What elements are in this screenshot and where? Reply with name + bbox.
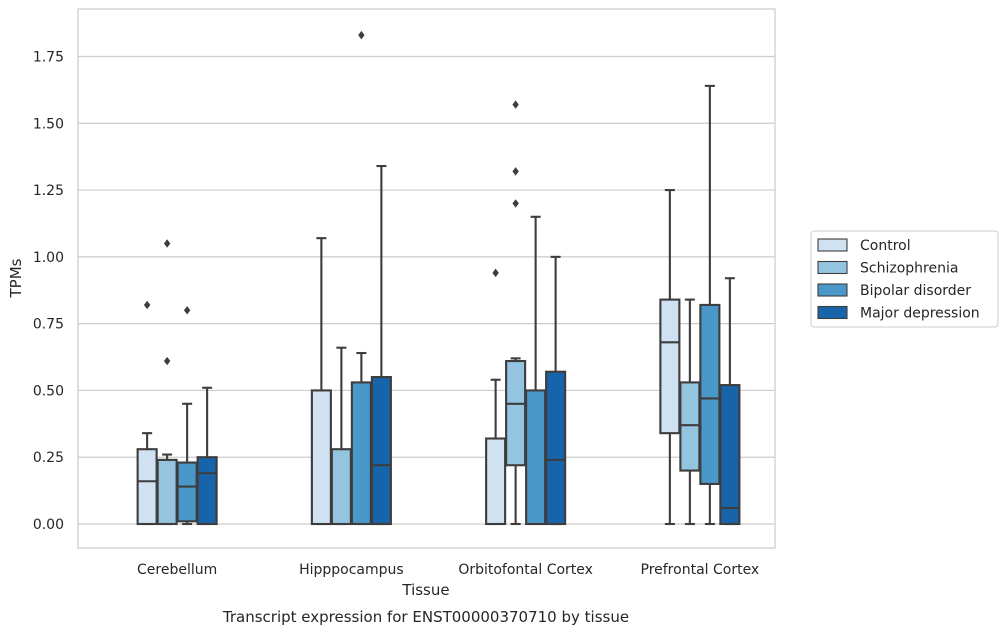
legend-frame bbox=[810, 230, 999, 328]
box bbox=[136, 448, 158, 526]
box-group bbox=[525, 215, 547, 526]
box bbox=[505, 359, 527, 467]
box-group bbox=[505, 100, 527, 526]
x-tick-label: Prefrontal Cortex bbox=[641, 562, 760, 578]
legend-label: Schizophrenia bbox=[860, 261, 958, 277]
x-tick-label: Cerebellum bbox=[137, 562, 217, 578]
outlier-point bbox=[183, 306, 191, 315]
box-group bbox=[659, 189, 681, 526]
box-group bbox=[679, 298, 701, 526]
outlier-point bbox=[512, 167, 519, 176]
box bbox=[699, 303, 721, 485]
box-group bbox=[156, 239, 178, 526]
box-group bbox=[310, 237, 332, 526]
box bbox=[370, 376, 392, 526]
outlier-point bbox=[492, 268, 499, 278]
box-group bbox=[370, 164, 392, 526]
legend-label: Major depression bbox=[860, 306, 980, 322]
legend-swatch bbox=[817, 305, 848, 320]
legend-label: Bipolar disorder bbox=[860, 283, 971, 299]
box bbox=[350, 381, 372, 526]
legend-swatch bbox=[817, 260, 848, 275]
outlier-point bbox=[143, 300, 151, 310]
y-tick-label: 1.50 bbox=[33, 116, 64, 132]
box bbox=[310, 389, 332, 526]
box bbox=[176, 461, 198, 523]
box bbox=[719, 384, 741, 526]
outlier-point bbox=[358, 30, 365, 40]
y-axis-label: TPMs bbox=[7, 258, 25, 298]
legend-swatch bbox=[817, 283, 848, 297]
y-tick-labels: 0.00 0.25 0.50 0.75 1.00 1.25 1.50 1.75 bbox=[33, 50, 64, 534]
box bbox=[485, 437, 507, 526]
y-tick-label: 0.50 bbox=[33, 383, 64, 399]
box bbox=[156, 458, 178, 526]
legend-label: Control bbox=[860, 238, 911, 254]
box bbox=[330, 448, 352, 526]
box-group bbox=[719, 277, 741, 526]
outlier-point bbox=[512, 199, 519, 208]
plot-frame bbox=[77, 8, 776, 549]
outlier-point bbox=[163, 356, 171, 366]
y-tick-label: 0.00 bbox=[33, 517, 64, 533]
y-tick-label: 1.75 bbox=[33, 50, 64, 66]
outlier-point bbox=[512, 100, 519, 109]
y-tick-label: 1.25 bbox=[33, 183, 64, 199]
box bbox=[525, 389, 547, 526]
box-group bbox=[485, 268, 507, 526]
x-tick-label: Hipppocampus bbox=[299, 562, 404, 578]
grid-lines bbox=[78, 55, 775, 525]
legend-swatch bbox=[817, 238, 848, 252]
legend: Control Schizophrenia Bipolar disorder Majo… bbox=[810, 230, 999, 328]
x-tick-labels: Cerebellum Hipppocampus Orbitofontal Corte… bbox=[137, 562, 759, 578]
chart-title: Transcript expression for ENST0000037071… bbox=[222, 608, 629, 626]
box bbox=[196, 456, 218, 526]
box-group bbox=[196, 386, 218, 526]
box bbox=[545, 370, 567, 526]
y-tick-label: 0.75 bbox=[33, 317, 64, 333]
y-tick-label: 1.00 bbox=[33, 250, 64, 266]
x-tick-label: Orbitofontal Cortex bbox=[458, 562, 593, 578]
box bbox=[659, 298, 681, 435]
legend-items: Control Schizophrenia Bipolar disorder Majo… bbox=[817, 238, 980, 322]
box bbox=[679, 381, 701, 472]
y-tick-label: 0.25 bbox=[33, 450, 64, 466]
box-group bbox=[330, 346, 352, 526]
box-group bbox=[545, 255, 567, 526]
outlier-point bbox=[163, 239, 171, 248]
box-group bbox=[699, 84, 721, 526]
box-group bbox=[136, 300, 158, 526]
boxes bbox=[136, 30, 741, 526]
x-axis-label: Tissue bbox=[401, 581, 449, 599]
box-group bbox=[350, 30, 372, 526]
box-group bbox=[176, 306, 198, 526]
